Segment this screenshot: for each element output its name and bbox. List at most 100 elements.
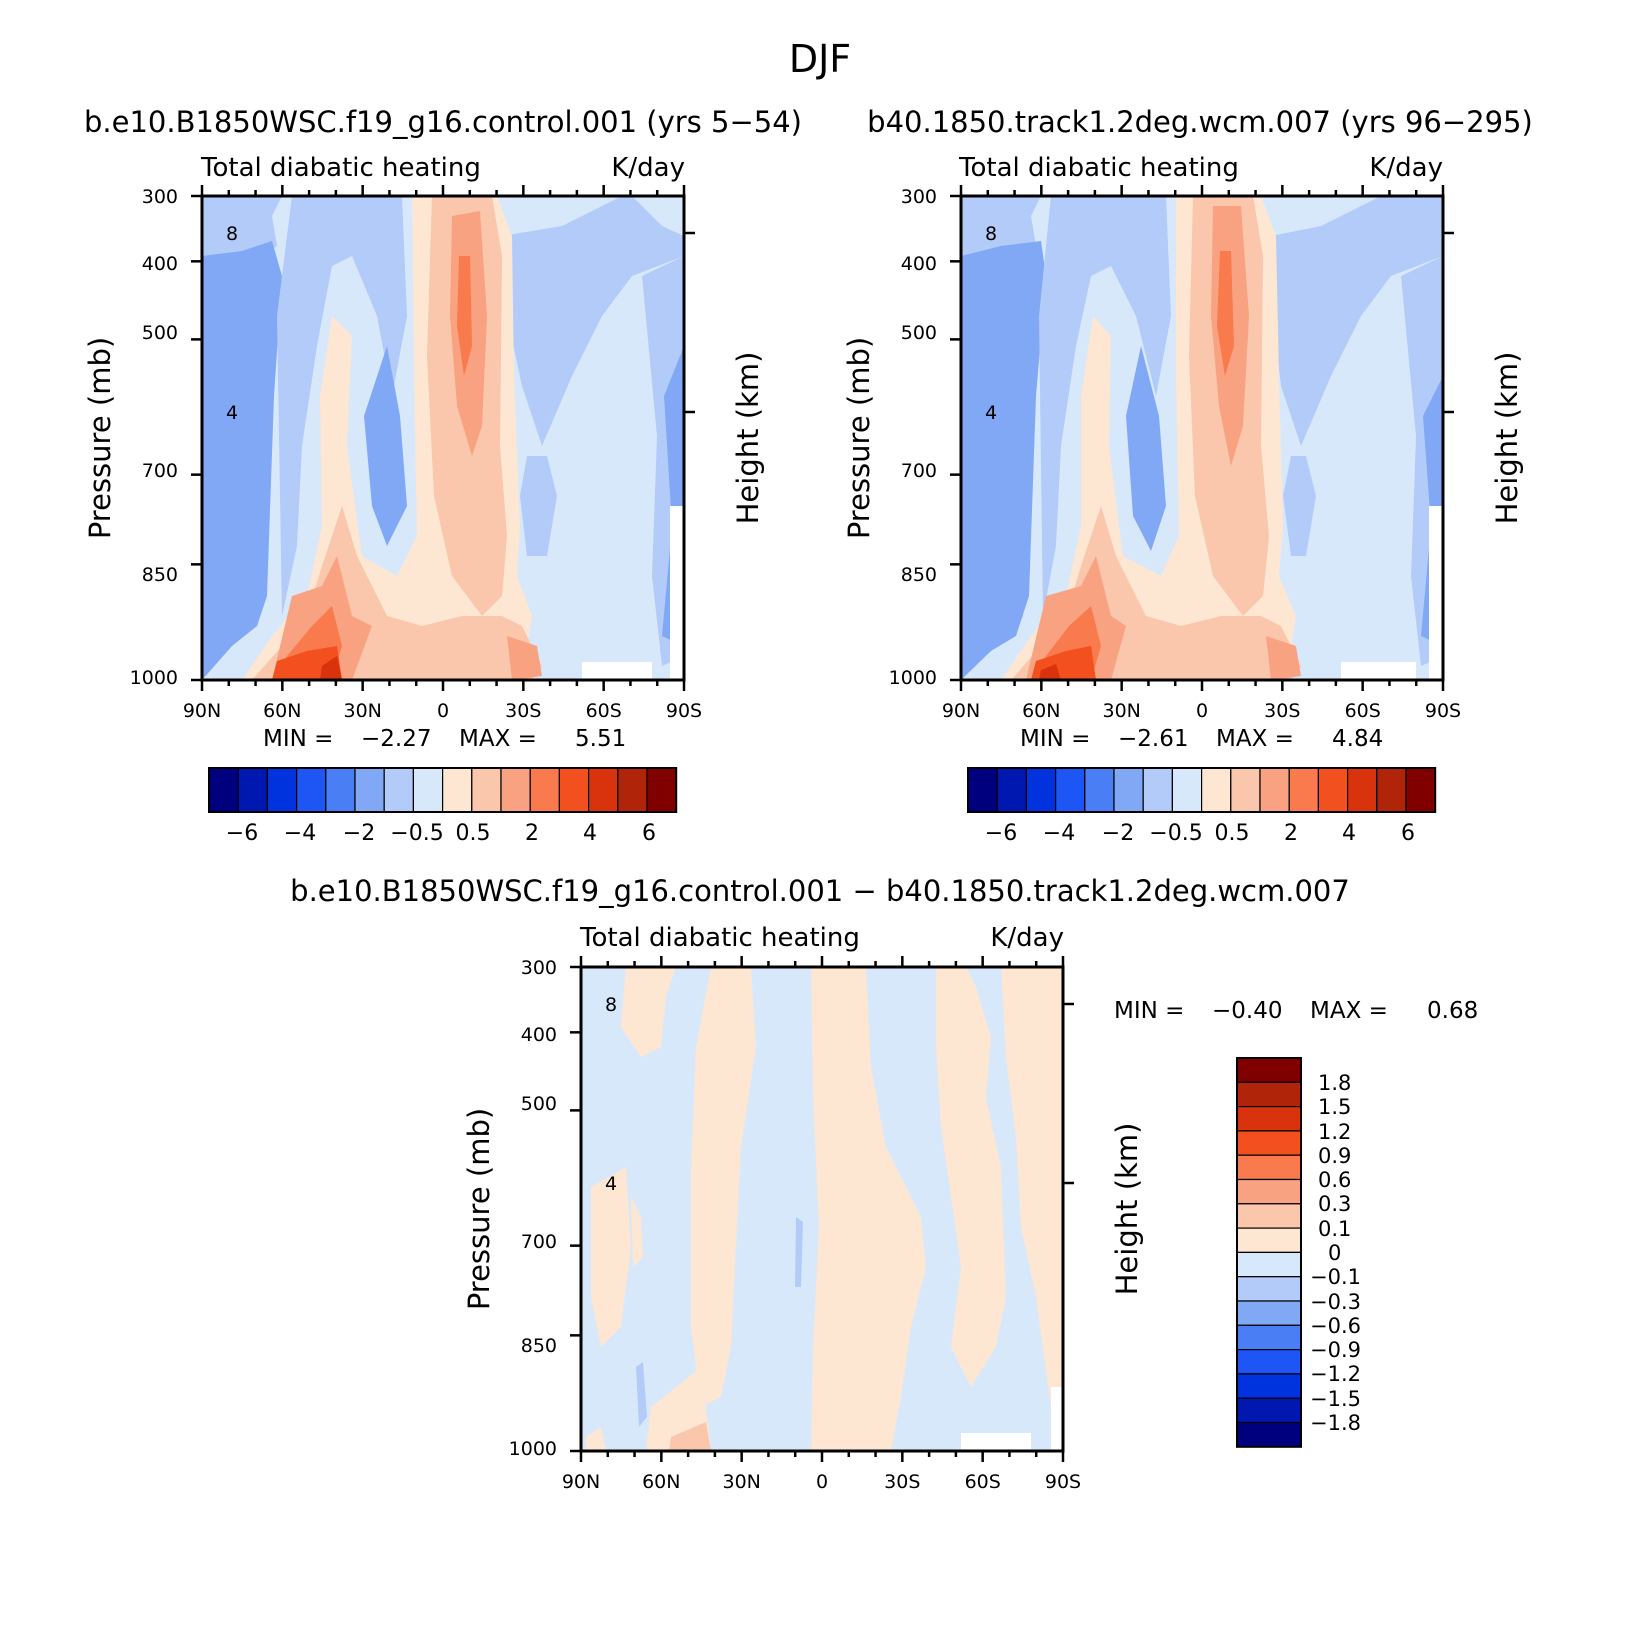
y-tick-label: 700 [901,460,937,482]
x-tick-label: 30N [723,1471,761,1493]
colorbar-label: 1.5 [1318,1095,1351,1119]
colorbar-swatch [1230,767,1261,813]
colorbar-label: −6 [985,821,1017,846]
panel-2-yticks [950,194,961,682]
colorbar-swatch [1236,1105,1302,1132]
panel-2-title: b40.1850.track1.2deg.wcm.007 (yrs 96−295… [867,105,1533,139]
panel-2-minmax: MIN = −2.61 MAX = 4.84 [1020,726,1383,752]
colorbar-label: 0 [1328,1241,1341,1265]
max-value: 0.68 [1427,998,1478,1024]
min-value: −2.61 [1118,726,1188,752]
colorbar-label: −0.5 [1149,821,1202,846]
colorbar-swatch [354,767,385,813]
x-tick-label: 90N [183,700,221,722]
colorbar-swatch [1113,767,1144,813]
colorbar-label: −1.2 [1310,1362,1361,1386]
colorbar-swatch [412,767,444,813]
figure-title: DJF [789,37,851,81]
y-tick-label: 1000 [130,667,178,689]
panel-2-ylabel-right: Height (km) [1490,352,1524,525]
colorbar-swatch [1142,767,1173,813]
colorbar-label: −0.9 [1310,1338,1361,1362]
colorbar-swatch [1236,1300,1302,1326]
x-tick-label: 60S [1345,700,1381,722]
min-label: MIN = [1020,726,1090,752]
x-tick-label: 90S [1045,1471,1081,1493]
y-tick-label: 500 [142,322,178,344]
colorbar-swatch [500,767,531,813]
panel-1-plot: 90N 60N 30N 0 30S 60S 90S 300 400 500 70… [83,185,765,722]
min-label: MIN = [1114,998,1184,1024]
colorbar-label: −1.8 [1310,1411,1361,1435]
colorbar-label: −6 [226,821,258,846]
panel-3-yticks-right [1063,1002,1074,1185]
panel-3-xticks [579,956,1065,1462]
panel-3-colorbar [1236,1057,1302,1448]
colorbar-swatch [1236,1227,1302,1254]
x-tick-label: 30S [1264,700,1300,722]
y-tick-label: 300 [521,957,557,979]
right-tick-label: 4 [985,402,997,424]
x-tick-label: 30N [344,700,382,722]
colorbar-swatch [1236,1130,1302,1156]
panel-3-left-string: Total diabatic heating [579,923,860,953]
x-tick-label: 0 [1196,700,1208,722]
min-value: −2.27 [361,726,431,752]
panel-1-ylabel: Pressure (mb) [83,337,117,539]
panel-3-colorbar-labels: 1.8 1.5 1.2 0.9 0.6 0.3 0.1 0 −0.1 −0.3 … [1310,1071,1361,1435]
x-tick-label: 60N [642,1471,680,1493]
colorbar-label: 2 [1284,821,1298,846]
min-value: −0.40 [1212,998,1282,1024]
colorbar-label: 1.2 [1318,1120,1351,1144]
y-tick-label: 500 [901,322,937,344]
panel-1-xticks [200,185,686,691]
x-tick-label: 90S [666,700,702,722]
colorbar-swatch [1236,1057,1302,1083]
colorbar-label: −1.5 [1310,1387,1361,1411]
panel-2-colorbar-labels: −6 −4 −2 −0.5 0.5 2 4 6 [985,821,1415,846]
y-tick-label: 850 [142,564,178,586]
colorbar-swatch [1236,1154,1302,1181]
y-tick-label: 300 [142,186,178,208]
panel-1-colorbar [208,767,678,813]
right-tick-label: 8 [605,994,617,1016]
y-tick-label: 1000 [509,1438,557,1460]
colorbar-swatch [1347,767,1378,813]
panel-1: b.e10.B1850WSC.f19_g16.control.001 (yrs … [83,105,802,846]
panel-1-yticks [191,194,202,682]
y-tick-label: 400 [142,253,178,275]
x-tick-label: 30S [505,700,541,722]
x-tick-label: 90S [1425,700,1461,722]
panel-3-ylabel-right: Height (km) [1110,1123,1144,1296]
colorbar-label: 0.5 [1215,821,1250,846]
panel-3-plot: 90N 60N 30N 0 30S 60S 90S 300 400 500 70… [462,956,1144,1493]
colorbar-swatch [1084,767,1115,813]
colorbar-label: 0.1 [1318,1217,1351,1241]
panel-1-right-string: K/day [611,153,685,183]
colorbar-label: −0.5 [390,821,443,846]
colorbar-swatch [529,767,561,813]
panel-1-ylabel-right: Height (km) [731,352,765,525]
colorbar-swatch [996,767,1028,813]
y-tick-label: 850 [521,1335,557,1357]
panel-3-ylabel: Pressure (mb) [462,1108,496,1310]
colorbar-swatch [1236,1349,1302,1375]
y-tick-label: 400 [521,1024,557,1046]
x-tick-label: 30S [884,1471,920,1493]
panel-2-plot: 90N 60N 30N 0 30S 60S 90S 300 400 500 70… [842,185,1524,722]
y-tick-label: 300 [901,186,937,208]
colorbar-swatch [1259,767,1290,813]
colorbar-swatch [442,767,473,813]
colorbar-swatch [1317,767,1349,813]
colorbar-label: −0.1 [1310,1265,1361,1289]
colorbar-swatch [1288,767,1320,813]
panel-3-title: b.e10.B1850WSC.f19_g16.control.001 − b40… [290,874,1350,908]
colorbar-label: 0.6 [1318,1168,1351,1192]
x-tick-label: 60N [1022,700,1060,722]
panel-1-colorbar-labels: −6 −4 −2 −0.5 0.5 2 4 6 [226,821,656,846]
panel-2-right-string: K/day [1369,153,1443,183]
panel-3: b.e10.B1850WSC.f19_g16.control.001 − b40… [290,874,1478,1493]
panel-2-xticks [959,185,1445,691]
